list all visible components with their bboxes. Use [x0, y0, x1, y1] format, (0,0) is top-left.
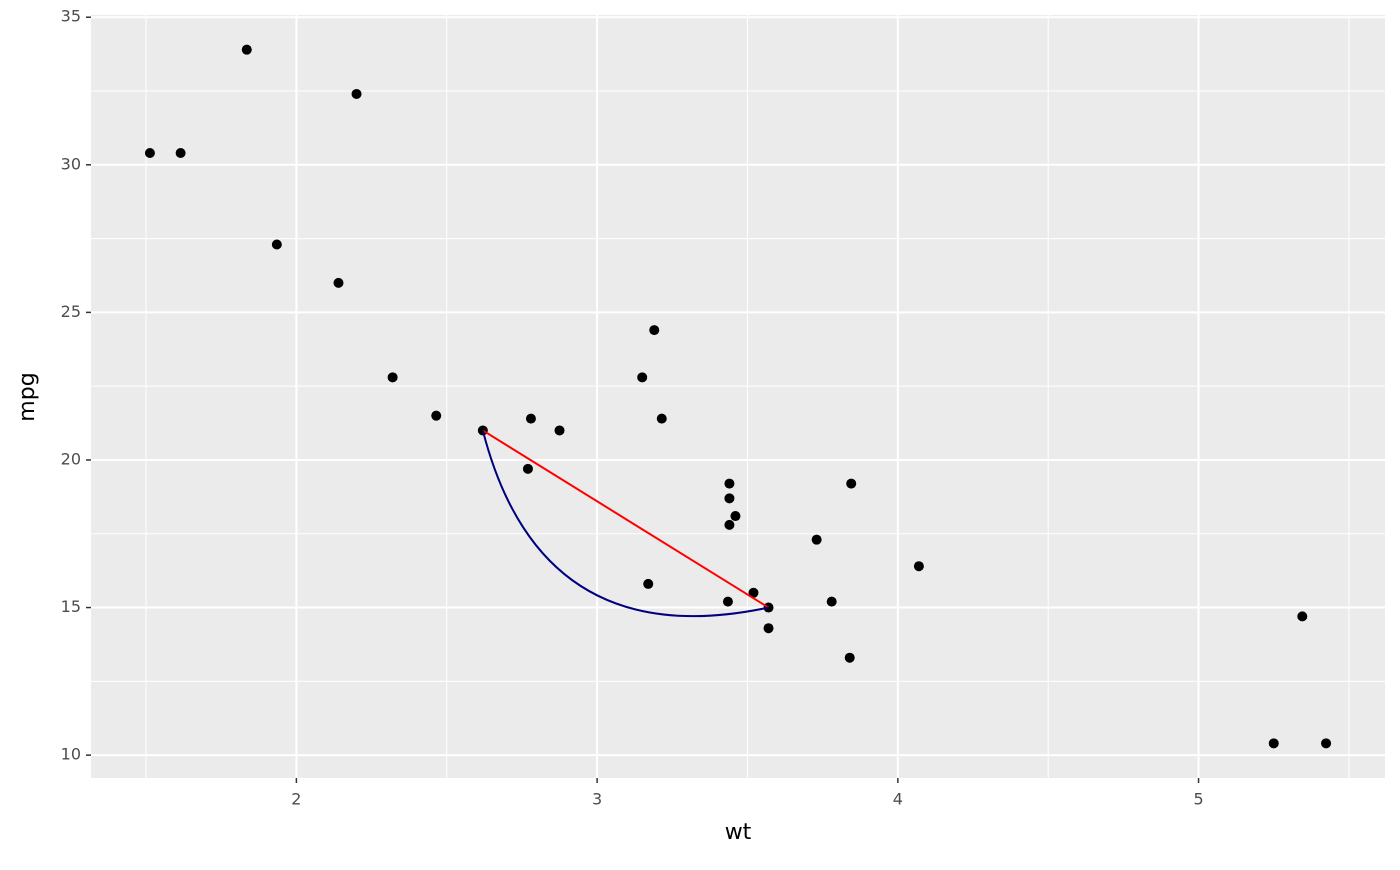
panel: [91, 15, 1385, 778]
x-tick-label: 4: [893, 790, 903, 809]
point: [656, 413, 667, 424]
x-axis-label: wt: [725, 820, 752, 845]
point: [522, 463, 533, 474]
point: [724, 519, 735, 530]
point: [271, 239, 282, 250]
point: [844, 652, 855, 663]
point: [387, 372, 398, 383]
point: [241, 44, 252, 55]
annotation-curve: [482, 429, 770, 609]
x-tick-label: 3: [592, 790, 602, 809]
point: [1297, 611, 1308, 622]
annotation-curve: [481, 430, 769, 618]
point: [811, 534, 822, 545]
point: [1321, 738, 1332, 749]
point: [826, 596, 837, 607]
y-axis-label: mpg: [15, 372, 40, 421]
x-tick-label: 5: [1193, 790, 1203, 809]
point: [846, 478, 857, 489]
point: [643, 578, 654, 589]
point: [333, 277, 344, 288]
point: [763, 623, 774, 634]
point: [554, 425, 565, 436]
point: [525, 413, 536, 424]
point: [144, 147, 155, 158]
x-tick-label: 2: [291, 790, 301, 809]
point: [722, 596, 733, 607]
point: [637, 372, 648, 383]
point: [649, 325, 660, 336]
point: [351, 88, 362, 99]
point: [730, 511, 741, 522]
y-tick-label: 30: [61, 154, 81, 173]
point: [431, 410, 442, 421]
point: [175, 147, 186, 158]
point: [748, 587, 759, 598]
y-tick-label: 25: [61, 302, 81, 321]
point: [724, 478, 735, 489]
y-tick-label: 15: [61, 597, 81, 616]
point: [1268, 738, 1279, 749]
point: [913, 561, 924, 572]
y-tick-label: 35: [61, 7, 81, 26]
y-tick-label: 10: [61, 745, 81, 764]
point: [724, 493, 735, 504]
y-tick-label: 20: [61, 449, 81, 468]
